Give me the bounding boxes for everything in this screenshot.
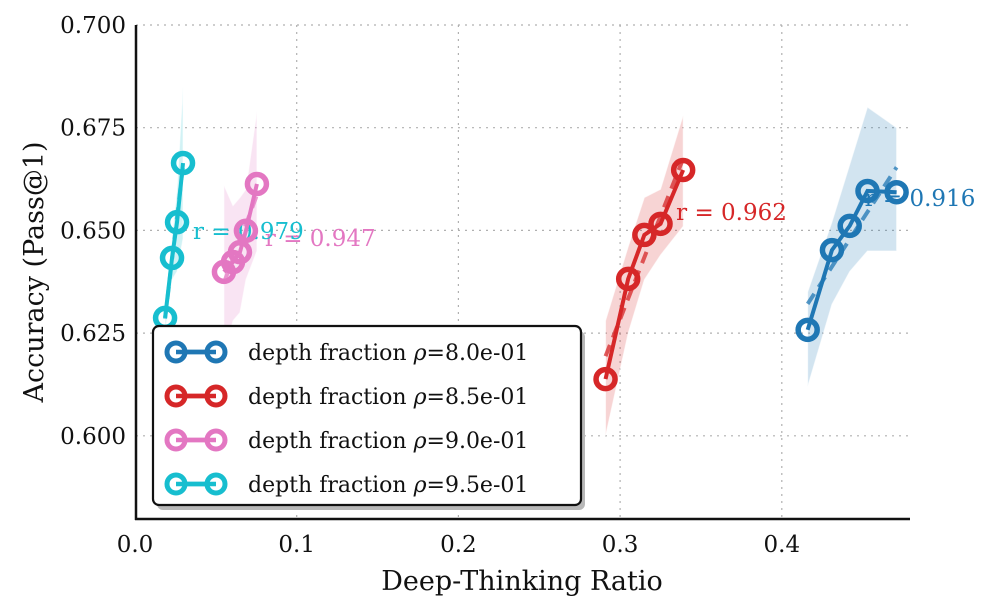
- trend-line: [603, 157, 686, 357]
- correlation-annotation: r = 0.962: [676, 200, 787, 226]
- legend-label-value: =8.5e-01: [427, 385, 529, 410]
- data-point: [615, 266, 641, 292]
- correlation-annotation: r = 0.947: [265, 226, 376, 252]
- data-point: [837, 213, 862, 239]
- series-group: [152, 150, 196, 331]
- data-point: [648, 211, 673, 237]
- legend-entry: depth fraction ρ=9.5e-01: [164, 472, 528, 498]
- y-axis-label: Accuracy (Pass@1): [19, 141, 50, 403]
- legend-entry: depth fraction ρ=8.5e-01: [164, 384, 528, 410]
- data-point: [159, 245, 185, 271]
- legend-label-rho: ρ: [413, 473, 427, 498]
- x-tick-label: 0.4: [764, 532, 801, 558]
- data-point: [170, 150, 196, 176]
- data-point: [227, 239, 253, 265]
- confidence-band: [807, 106, 898, 387]
- series-group: [795, 166, 909, 343]
- legend-label-prefix: depth fraction: [248, 473, 414, 498]
- y-tick-label: 0.650: [60, 218, 126, 244]
- legend-label: depth fraction ρ=9.5e-01: [248, 473, 528, 498]
- tick-layer: 0.0 0.1 0.2 0.3 0.4 0.600 0.625 0.650 0.675 0.700: [60, 13, 800, 558]
- legend-label-value: =8.0e-01: [427, 341, 529, 366]
- legend-label: depth fraction ρ=8.0e-01: [248, 341, 528, 366]
- series-group: [593, 157, 696, 392]
- legend-label-prefix: depth fraction: [248, 429, 414, 454]
- legend-label-rho: ρ: [413, 341, 427, 366]
- data-point: [795, 317, 820, 343]
- confidence-band: [605, 115, 684, 436]
- legend-entry: depth fraction ρ=9.0e-01: [164, 428, 528, 454]
- legend-entry: depth fraction ρ=8.0e-01: [164, 340, 528, 366]
- data-point: [855, 178, 880, 204]
- y-tick-label: 0.700: [60, 13, 126, 39]
- legend-label-prefix: depth fraction: [248, 385, 414, 410]
- axes-layer: [134, 25, 910, 521]
- legend-label-rho: ρ: [413, 429, 427, 454]
- legend-box: [151, 324, 583, 507]
- data-point: [819, 237, 845, 263]
- data-point: [593, 366, 618, 392]
- data-point: [244, 171, 270, 197]
- series-group: [211, 171, 270, 285]
- x-tick-label: 0.3: [602, 532, 639, 558]
- y-tick-label: 0.675: [60, 116, 126, 142]
- legend-label: depth fraction ρ=9.0e-01: [248, 429, 528, 454]
- x-tick-label: 0.0: [117, 532, 154, 558]
- series-line: [603, 169, 686, 380]
- data-point: [632, 222, 657, 248]
- legend-label-value: =9.5e-01: [427, 473, 529, 498]
- legend-label-prefix: depth fraction: [248, 341, 414, 366]
- series-line: [163, 162, 186, 319]
- y-tick-label: 0.625: [60, 321, 126, 347]
- legend-label-value: =9.0e-01: [427, 429, 529, 454]
- data-point: [233, 218, 259, 244]
- y-tick-label: 0.600: [60, 424, 126, 450]
- x-tick-label: 0.2: [440, 532, 477, 558]
- data-point: [670, 157, 696, 183]
- legend-label-rho: ρ: [413, 385, 427, 410]
- x-tick-label: 0.1: [278, 532, 315, 558]
- legend-label: depth fraction ρ=8.5e-01: [248, 385, 528, 410]
- x-axis-label: Deep-Thinking Ratio: [381, 566, 663, 597]
- data-point: [164, 209, 190, 235]
- data-point: [884, 179, 909, 205]
